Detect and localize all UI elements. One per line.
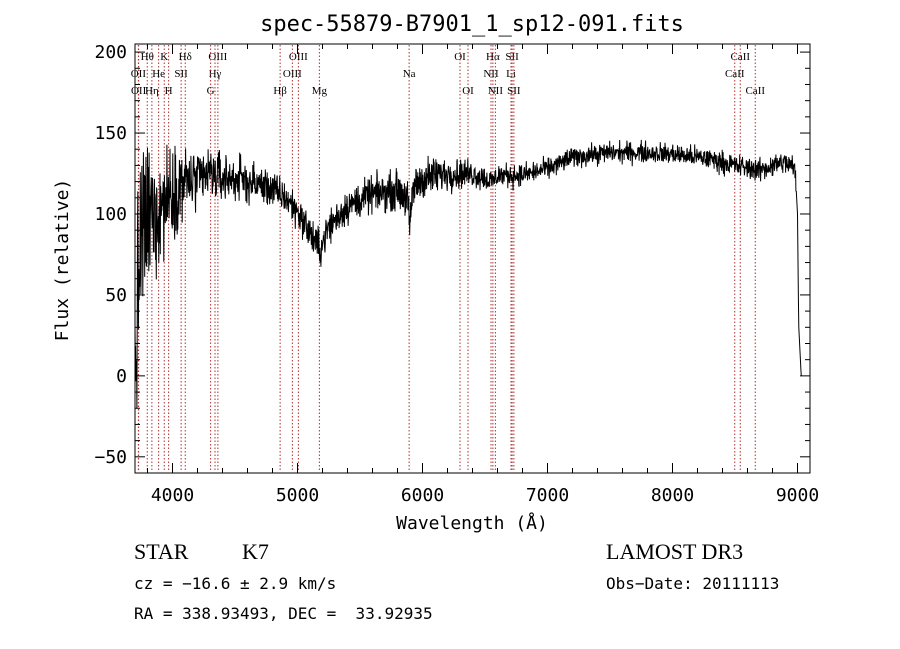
plot-frame xyxy=(134,43,811,474)
x-tick-label: 9000 xyxy=(776,485,819,506)
line-marker-label-19: Hα xyxy=(486,51,500,63)
line-marker-label-5: He xyxy=(152,68,165,80)
line-marker-label-17: OI xyxy=(454,51,466,63)
y-tick-label: −50 xyxy=(94,447,127,468)
object-class: STAR xyxy=(134,539,189,564)
line-marker-label-10: Hγ xyxy=(209,68,222,80)
line-marker-label-3: Hη xyxy=(145,85,159,97)
y-tick-label: 150 xyxy=(94,123,127,144)
x-tick-label: 7000 xyxy=(526,485,569,506)
line-marker-label-26: CaII xyxy=(725,68,745,80)
x-tick-label: 8000 xyxy=(651,485,694,506)
x-tick-label: 5000 xyxy=(276,485,319,506)
x-axis-label: Wavelength (Å) xyxy=(396,512,548,534)
line-marker-label-22: SII xyxy=(505,51,519,63)
line-marker-label-14: OIII xyxy=(283,68,302,80)
line-marker-label-24: SII xyxy=(507,85,521,97)
y-axis-label: Flux (relative) xyxy=(52,179,73,342)
line-marker-label-6: H xyxy=(165,85,173,97)
line-marker-label-0: Hθ xyxy=(141,51,154,63)
x-tick-label: 6000 xyxy=(401,485,444,506)
line-marker-label-18: OI xyxy=(462,85,474,97)
obs-date-text: Obs−Date: 20111113 xyxy=(606,574,780,593)
axis-ticks: 4000 5000 6000 7000 8000 9000 −50 0 50 100 150 200 xyxy=(94,42,819,506)
y-tick-label: 100 xyxy=(94,204,127,225)
line-marker-label-15: Mg xyxy=(312,85,328,97)
line-marker-label-12: Hβ xyxy=(273,85,287,97)
y-tick-label: 50 xyxy=(105,285,127,306)
line-marker-label-9: OIII xyxy=(208,51,227,63)
line-marker-label-11: G xyxy=(207,85,215,97)
line-marker-label-23: Li xyxy=(506,68,516,80)
line-marker-label-4: K xyxy=(160,51,168,63)
line-marker-label-16: Na xyxy=(403,68,416,80)
line-marker-label-20: NII xyxy=(483,68,499,80)
y-tick-label: 0 xyxy=(116,366,127,387)
x-tick-label: 4000 xyxy=(151,485,194,506)
spectrum-line xyxy=(134,139,802,409)
line-marker-label-25: CaII xyxy=(730,51,750,63)
object-subclass: K7 xyxy=(242,539,269,564)
line-marker-label-7: SII xyxy=(174,68,188,80)
line-marker-label-13: OIII xyxy=(289,51,308,63)
redshift-text: cz = −16.6 ± 2.9 km/s xyxy=(134,574,337,593)
survey-name: LAMOST DR3 xyxy=(606,539,744,564)
line-marker-label-8: Hδ xyxy=(179,51,192,63)
chart-title: spec-55879-B7901_1_sp12-091.fits xyxy=(260,12,684,37)
y-tick-label: 200 xyxy=(94,42,127,63)
coordinates-text: RA = 338.93493, DEC = 33.92935 xyxy=(134,604,433,623)
line-markers: HθOIIOIIHηKHeHSIIHδOIIIHγGHβOIIIOIIIMgNa… xyxy=(131,45,765,472)
line-marker-label-21: NII xyxy=(488,85,504,97)
line-marker-label-27: CaII xyxy=(745,85,765,97)
